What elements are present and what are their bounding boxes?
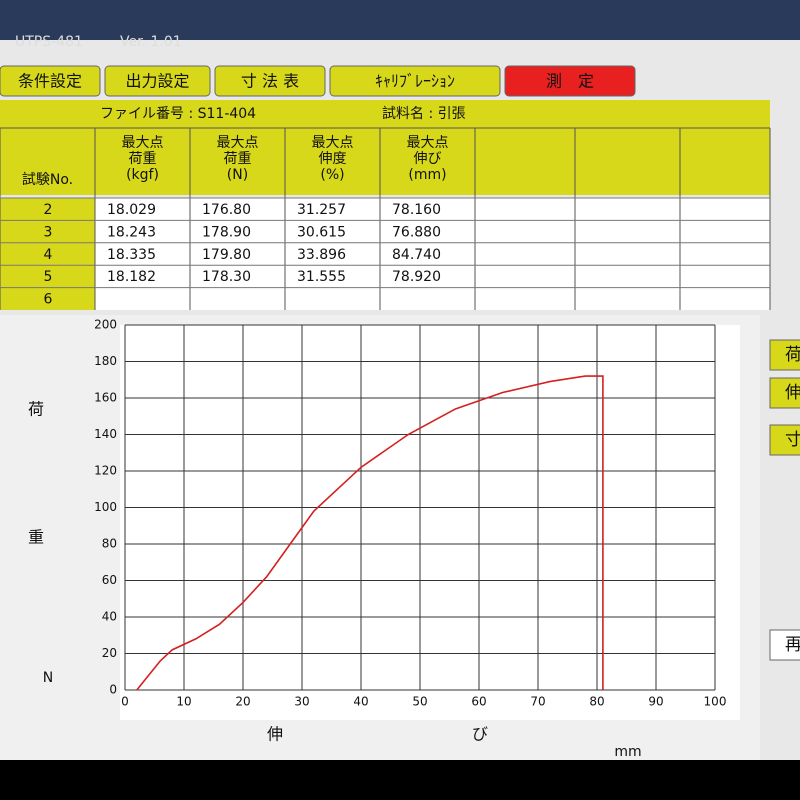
side-button-label: 寸 bbox=[785, 430, 800, 450]
side-button[interactable] bbox=[769, 424, 800, 456]
x-unit: mm bbox=[614, 744, 641, 760]
x-tick-label: 90 bbox=[648, 695, 663, 709]
y-axis-label: 荷 bbox=[28, 400, 44, 419]
file-number: ファイル番号 : S11-404 bbox=[100, 106, 256, 122]
tab[interactable] bbox=[329, 65, 501, 97]
x-axis-label: 伸 bbox=[267, 725, 283, 744]
side-button[interactable] bbox=[769, 629, 800, 661]
table-cell: 18.335 bbox=[107, 247, 156, 263]
y-tick-label: 140 bbox=[94, 427, 117, 441]
table-cell: 78.920 bbox=[392, 269, 441, 285]
data-line bbox=[136, 375, 604, 691]
table-body-bg bbox=[95, 198, 770, 310]
table-cell: 176.80 bbox=[202, 202, 251, 218]
header-cell: (kgf) bbox=[126, 167, 159, 183]
table-cell: 18.182 bbox=[107, 269, 156, 285]
tab[interactable] bbox=[214, 65, 326, 97]
header-cell: 荷重 bbox=[129, 151, 157, 167]
header-cell: 試験No. bbox=[22, 172, 73, 188]
tab[interactable] bbox=[104, 65, 211, 97]
side-button-label: 荷 bbox=[785, 345, 800, 365]
x-axis-label: び bbox=[472, 725, 488, 744]
tab-label: 寸 法 表 bbox=[241, 72, 299, 91]
side-button[interactable] bbox=[769, 339, 800, 371]
row-no-bg bbox=[0, 198, 95, 310]
x-tick-label: 10 bbox=[176, 695, 191, 709]
header-cell: 伸度 bbox=[319, 151, 347, 167]
tab-label: 条件設定 bbox=[18, 72, 82, 91]
y-tick-label: 160 bbox=[94, 391, 117, 405]
row-number: 4 bbox=[44, 247, 53, 263]
header-cell: (%) bbox=[320, 167, 344, 183]
table-cell: 30.615 bbox=[297, 224, 346, 240]
row-number: 2 bbox=[44, 202, 53, 218]
y-tick-label: 0 bbox=[109, 683, 117, 697]
y-axis-label: 重 bbox=[28, 528, 44, 547]
plot-area bbox=[120, 325, 740, 720]
table-cell: 179.80 bbox=[202, 247, 251, 263]
x-tick-label: 80 bbox=[589, 695, 604, 709]
table-cell: 31.555 bbox=[297, 269, 346, 285]
y-tick-label: 120 bbox=[94, 464, 117, 478]
sample-name: 試料名 : 引張 bbox=[382, 106, 466, 122]
row-number: 5 bbox=[44, 269, 53, 285]
table-cell: 178.90 bbox=[202, 224, 251, 240]
row-number: 3 bbox=[44, 224, 53, 240]
app-version: Ver. 1.01 bbox=[120, 34, 182, 50]
header-cell: 伸び bbox=[414, 151, 442, 167]
header-cell: 最大点 bbox=[122, 135, 164, 151]
side-button-label: 再 bbox=[785, 635, 800, 655]
y-tick-label: 60 bbox=[102, 573, 117, 587]
x-tick-label: 20 bbox=[235, 695, 250, 709]
header-cell: 最大点 bbox=[407, 135, 449, 151]
side-button-label: 伸 bbox=[785, 383, 800, 403]
x-tick-label: 40 bbox=[353, 695, 368, 709]
table-cell: 31.257 bbox=[297, 202, 346, 218]
y-unit: N bbox=[43, 670, 53, 686]
x-tick-label: 100 bbox=[704, 695, 727, 709]
row-number: 6 bbox=[44, 292, 53, 308]
table-cell: 76.880 bbox=[392, 224, 441, 240]
side-button[interactable] bbox=[769, 377, 800, 409]
x-tick-label: 60 bbox=[471, 695, 486, 709]
app-title: UTPS-481 bbox=[15, 34, 83, 50]
table-cell: 33.896 bbox=[297, 247, 346, 263]
table-cell: 18.029 bbox=[107, 202, 156, 218]
tab-label: 測 定 bbox=[546, 72, 594, 91]
table-cell: 78.160 bbox=[392, 202, 441, 218]
header-cell: (mm) bbox=[408, 167, 446, 183]
header-cell: (N) bbox=[227, 167, 248, 183]
x-tick-label: 70 bbox=[530, 695, 545, 709]
y-tick-label: 100 bbox=[94, 500, 117, 514]
y-tick-label: 200 bbox=[94, 318, 117, 332]
tab[interactable] bbox=[0, 65, 101, 97]
header-cell: 最大点 bbox=[217, 135, 259, 151]
x-tick-label: 30 bbox=[294, 695, 309, 709]
x-tick-label: 0 bbox=[121, 695, 129, 709]
tab-label: ｷｬﾘﾌﾞﾚｰｼｮﾝ bbox=[375, 72, 455, 91]
header-cell: 最大点 bbox=[312, 135, 354, 151]
table-cell: 178.30 bbox=[202, 269, 251, 285]
tab[interactable] bbox=[504, 65, 636, 97]
table-cell: 18.243 bbox=[107, 224, 156, 240]
header-cell: 荷重 bbox=[224, 151, 252, 167]
y-tick-label: 40 bbox=[102, 610, 117, 624]
title-bar bbox=[0, 0, 800, 40]
x-tick-label: 50 bbox=[412, 695, 427, 709]
y-tick-label: 180 bbox=[94, 354, 117, 368]
table-cell: 84.740 bbox=[392, 247, 441, 263]
table-header-bg bbox=[0, 100, 770, 195]
tab-label: 出力設定 bbox=[125, 72, 189, 91]
y-tick-label: 80 bbox=[102, 537, 117, 551]
y-tick-label: 20 bbox=[102, 646, 117, 660]
